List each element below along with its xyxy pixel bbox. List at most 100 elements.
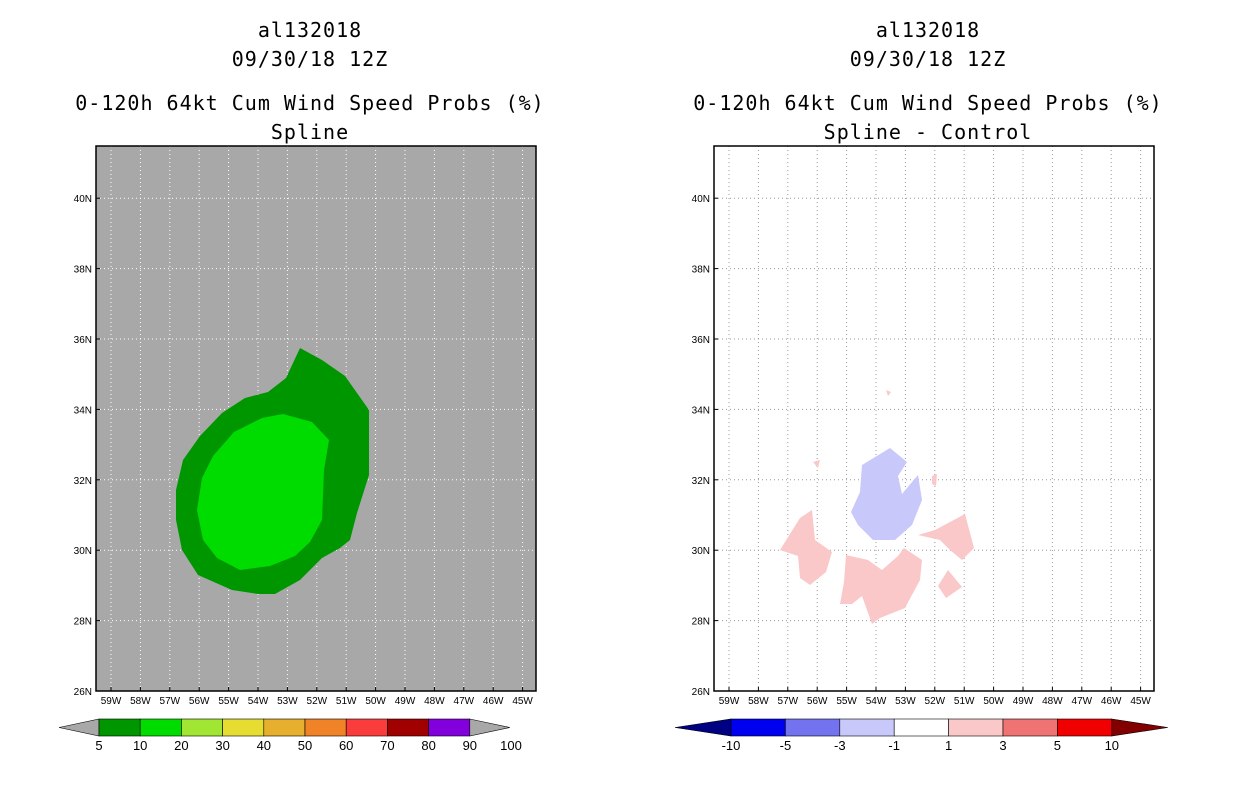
left-colorbar-label-80: 80 [421, 738, 435, 753]
left-colorbar-over-arrow [469, 718, 510, 737]
right-lat-tick-38N: 38N [692, 265, 710, 276]
right-lat-tick-28N: 28N [692, 617, 710, 628]
left-colorbar-swatch-1 [139, 718, 182, 737]
right-lon-tick-55W: 55W [836, 696, 857, 707]
right-lat-tick-26N: 26N [692, 687, 710, 698]
left-lat-tick-40N: 40N [74, 194, 92, 205]
left-lon-tick-58W: 58W [130, 696, 151, 707]
left-lat-tick-32N: 32N [74, 476, 92, 487]
left-colorbar-swatch-8 [428, 718, 471, 737]
right-title-line-1: al132018 [875, 18, 981, 42]
left-colorbar-label-100: 100 [500, 738, 522, 753]
right-title-line-3: 0-120h 64kt Cum Wind Speed Probs (%) [693, 91, 1163, 115]
left-lat-tick-36N: 36N [74, 335, 92, 346]
left-colorbar-label-70: 70 [380, 738, 394, 753]
left-title-line-2: 09/30/18 12Z [231, 47, 389, 71]
right-map-frame [713, 145, 1155, 692]
right-map: 59W 58W 57W 56W 55W 54W 53W 52W 51W 50W 49W 48W 47W 4… [692, 145, 1155, 707]
right-lat-tick-32N: 32N [692, 476, 710, 487]
left-lon-tick-59W: 59W [101, 696, 122, 707]
right-region-pos-b [840, 548, 922, 624]
left-colorbar-label-30: 30 [215, 738, 229, 753]
right-colorbar-swatch-4 [948, 718, 1004, 737]
left-lon-tick-56W: 56W [189, 696, 210, 707]
right-title-line-4: Spline - Control [823, 120, 1033, 144]
left-lon-tick-54W: 54W [248, 696, 269, 707]
right-lon-tick-49W: 49W [1013, 696, 1034, 707]
right-colorbar-label-1: 1 [945, 738, 952, 753]
left-title-line-1: al132018 [257, 18, 363, 42]
left-region-10-20 [197, 414, 329, 570]
right-colorbar-swatch-0 [730, 718, 786, 737]
right-colorbar-label--1: -1 [888, 738, 900, 753]
right-colorbar-label--5: -5 [780, 738, 792, 753]
left-title-line-4: Spline [270, 120, 350, 144]
right-colorbar-label--10: -10 [722, 738, 741, 753]
right-lon-tick-47W: 47W [1072, 696, 1093, 707]
right-colorbar-swatch-1 [785, 718, 841, 737]
left-colorbar-swatch-7 [387, 718, 429, 737]
right-lon-tick-51W: 51W [954, 696, 975, 707]
left-colorbar-label-50: 50 [298, 738, 312, 753]
right-region-pos-a [780, 510, 832, 585]
left-lon-tick-46W: 46W [483, 696, 504, 707]
left-lon-tick-50W: 50W [365, 696, 386, 707]
right-colorbar-under-arrow [674, 718, 732, 737]
right-map-background [714, 146, 1154, 691]
right-lon-tick-58W: 58W [748, 696, 769, 707]
right-colorbar-swatch-6 [1057, 718, 1113, 737]
right-colorbar-swatch-3 [893, 718, 949, 737]
left-colorbar-swatch-0 [98, 718, 141, 737]
left-lat-tick-26N: 26N [74, 687, 92, 698]
right-lon-tick-56W: 56W [807, 696, 828, 707]
left-colorbar-label-90: 90 [463, 738, 477, 753]
left-colorbar-swatch-5 [304, 718, 347, 737]
right-lat-tick-40N: 40N [692, 194, 710, 205]
right-colorbar-label-10: 10 [1105, 738, 1119, 753]
left-lat-tick-30N: 30N [74, 546, 92, 557]
right-lon-tick-50W: 50W [983, 696, 1004, 707]
left-map-frame [95, 145, 537, 692]
left-colorbar-label-5: 5 [95, 738, 102, 753]
left-colorbar-swatch-4 [263, 718, 306, 737]
right-region-pos-d [938, 570, 962, 598]
left-colorbar: 5 10 20 30 40 50 60 70 80 90 100 [58, 718, 522, 753]
left-lon-tick-53W: 53W [277, 696, 298, 707]
left-colorbar-label-60: 60 [339, 738, 353, 753]
right-ticks: 59W 58W 57W 56W 55W 54W 53W 52W 51W 50W 49W 48W 47W 4… [692, 194, 1152, 707]
left-lon-tick-49W: 49W [395, 696, 416, 707]
right-lon-tick-52W: 52W [925, 696, 946, 707]
right-title-line-2: 09/30/18 12Z [849, 47, 1007, 71]
right-lon-tick-46W: 46W [1101, 696, 1122, 707]
left-colorbar-label-20: 20 [174, 738, 188, 753]
right-grid [714, 146, 1154, 691]
right-lat-tick-34N: 34N [692, 405, 710, 416]
right-lat-tick-30N: 30N [692, 546, 710, 557]
right-colorbar-label-5: 5 [1054, 738, 1061, 753]
left-lon-tick-52W: 52W [307, 696, 328, 707]
right-colorbar-swatch-5 [1002, 718, 1058, 737]
left-lon-tick-45W: 45W [512, 696, 533, 707]
right-colorbar-label-3: 3 [999, 738, 1006, 753]
right-region-pos-g [932, 474, 937, 486]
right-lon-tick-45W: 45W [1130, 696, 1151, 707]
right-region-pos-c [918, 514, 974, 560]
left-lon-tick-51W: 51W [336, 696, 357, 707]
left-lon-tick-48W: 48W [424, 696, 445, 707]
right-lon-tick-54W: 54W [866, 696, 887, 707]
left-lat-tick-34N: 34N [74, 405, 92, 416]
left-title-line-3: 0-120h 64kt Cum Wind Speed Probs (%) [75, 91, 545, 115]
left-lon-tick-55W: 55W [218, 696, 239, 707]
right-region-pos-e [813, 460, 820, 468]
right-lon-tick-57W: 57W [778, 696, 799, 707]
left-colorbar-swatch-3 [222, 718, 265, 737]
right-region-neg-blue [851, 448, 922, 540]
left-colorbar-label-10: 10 [133, 738, 147, 753]
right-lat-tick-36N: 36N [692, 335, 710, 346]
right-region-pos-f [886, 390, 891, 396]
left-colorbar-swatch-2 [181, 718, 223, 737]
right-lon-tick-48W: 48W [1042, 696, 1063, 707]
left-lat-tick-28N: 28N [74, 617, 92, 628]
left-lon-tick-57W: 57W [160, 696, 181, 707]
